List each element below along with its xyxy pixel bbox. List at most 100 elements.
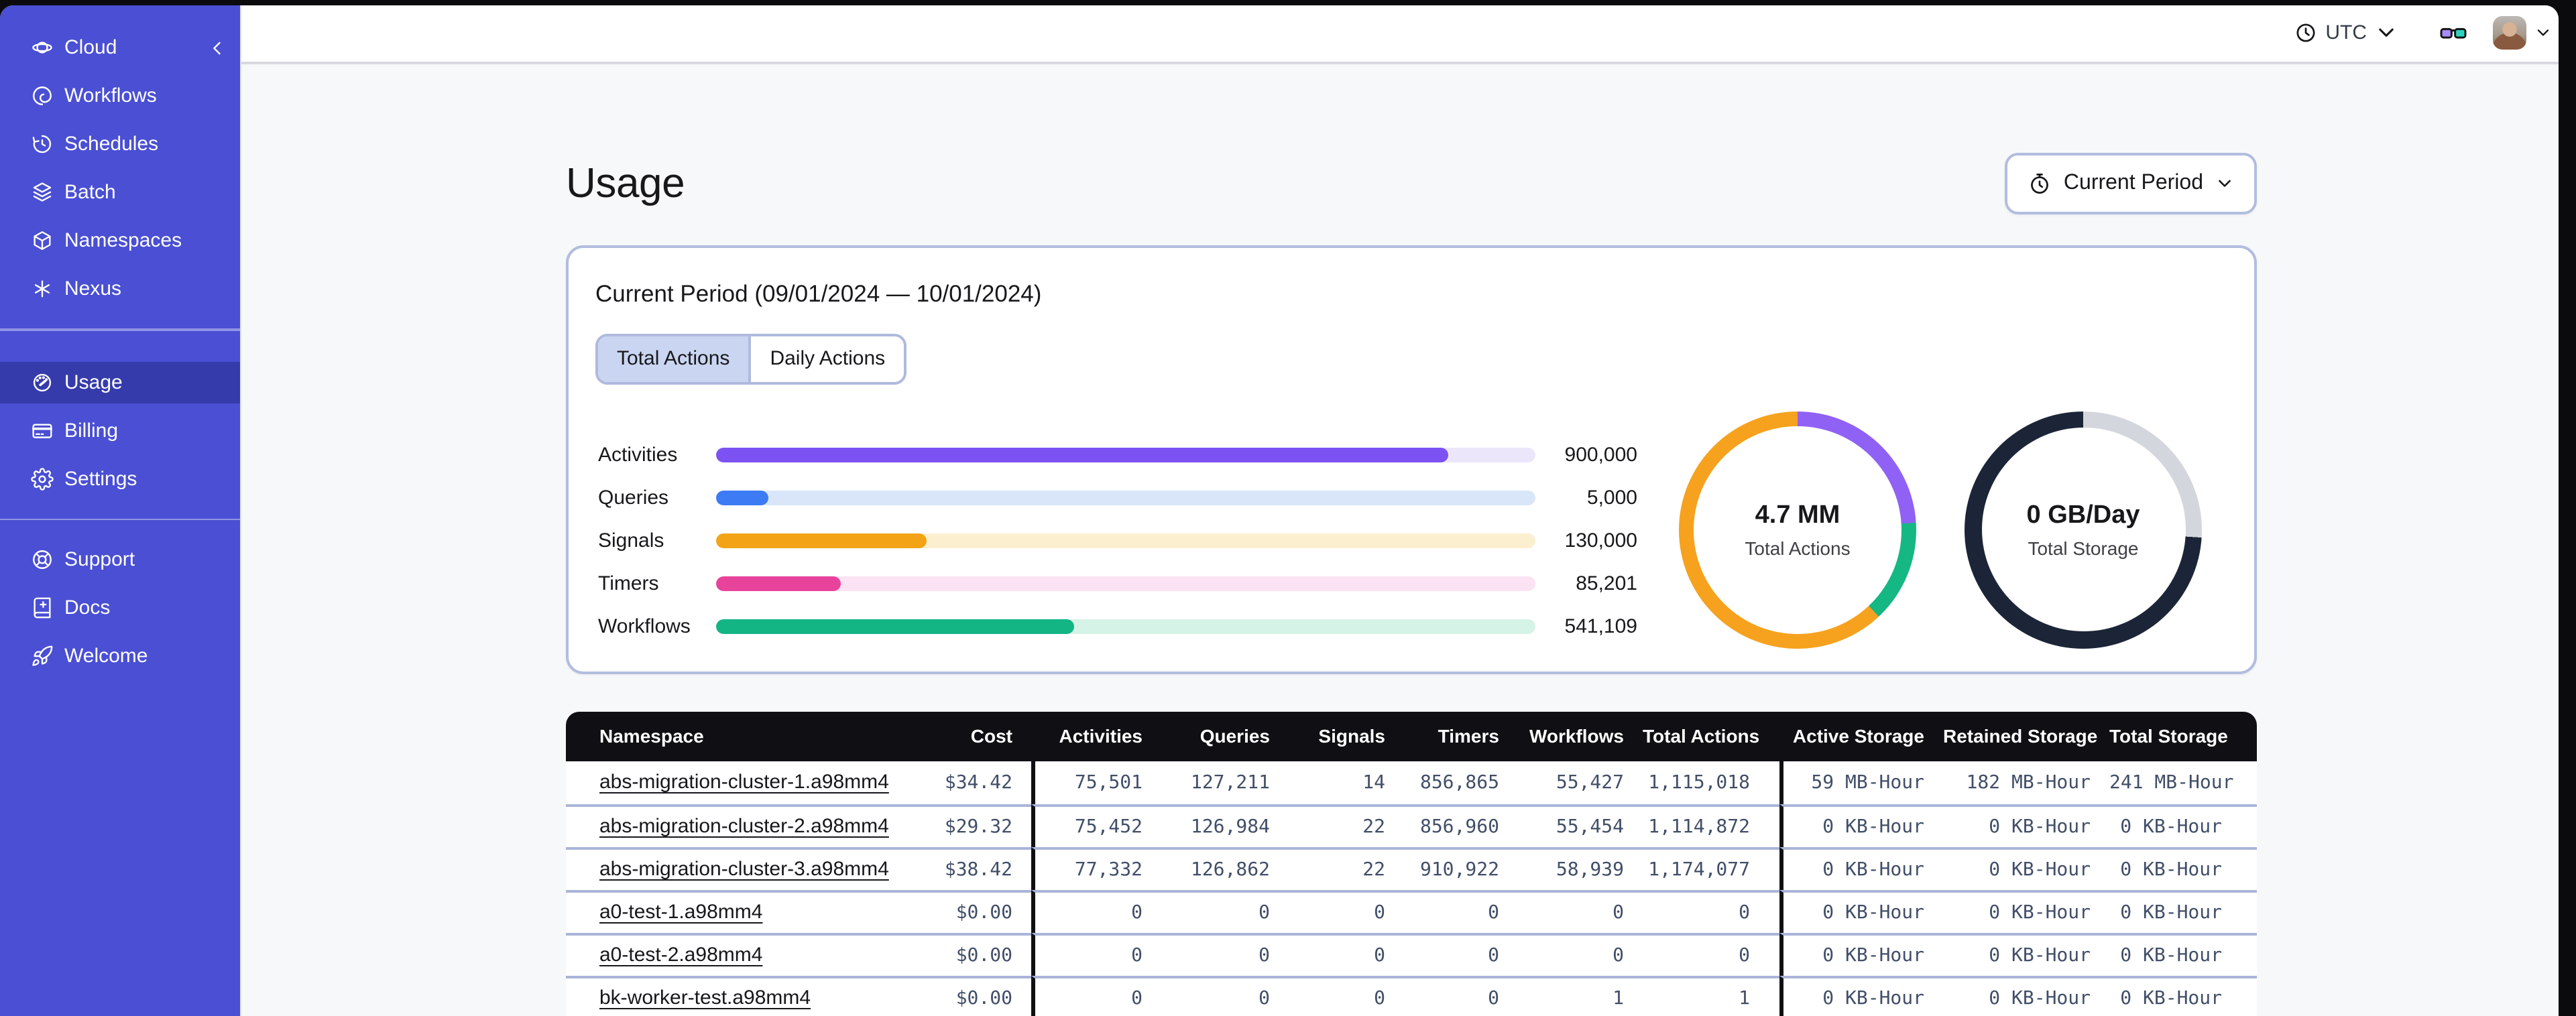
sidebar-item-usage[interactable]: Usage: [0, 361, 240, 403]
cell-ta: 0: [1643, 932, 1779, 975]
bar-label: Queries: [598, 486, 669, 509]
bar-row-activities: Activities 900,000: [598, 443, 2227, 466]
bar-label: Timers: [598, 572, 659, 594]
usage-icon: [31, 371, 54, 393]
bar-value: 130,000: [1564, 529, 1637, 552]
namespace-link[interactable]: abs-migration-cluster-2.a98mm4: [599, 815, 889, 838]
cell-ns: abs-migration-cluster-3.a98mm4: [566, 846, 901, 889]
sidebar-item-label: Namespaces: [64, 229, 182, 252]
cell-as: 0 KB-Hour: [1779, 889, 1943, 932]
top-bar: UTC: [241, 5, 2559, 64]
sidebar-item-nexus[interactable]: Nexus: [0, 268, 240, 310]
namespace-link[interactable]: a0-test-1.a98mm4: [599, 901, 763, 924]
column-header-as: Active Storage: [1779, 711, 1943, 761]
sidebar-item-namespaces[interactable]: Namespaces: [0, 220, 240, 261]
chevron-down-icon: [2534, 25, 2552, 42]
labs-toggle-button[interactable]: [2439, 19, 2467, 48]
workflows-icon: [31, 84, 54, 107]
bar-value: 900,000: [1564, 443, 1637, 466]
cell-act: 0: [1031, 975, 1161, 1016]
table-row: abs-migration-cluster-3.a98mm4 $38.42 77,3…: [566, 846, 2257, 889]
page-title: Usage: [566, 159, 685, 206]
chevron-down-icon: [2375, 22, 2398, 45]
clock-icon: [2294, 22, 2317, 45]
sidebar-item-support[interactable]: Support: [0, 539, 240, 580]
cell-sig: 0: [1289, 889, 1404, 932]
cell-ts: 241 MB-Hour: [2109, 761, 2257, 804]
namespace-link[interactable]: abs-migration-cluster-1.a98mm4: [599, 771, 889, 793]
cell-sig: 0: [1289, 975, 1404, 1016]
sidebar-collapse-icon[interactable]: [208, 38, 227, 57]
sidebar-item-welcome[interactable]: Welcome: [0, 635, 240, 677]
card-title: Current Period (09/01/2024 — 10/01/2024): [595, 279, 1042, 306]
sidebar-item-billing[interactable]: Billing: [0, 409, 240, 451]
current-period-card: Current Period (09/01/2024 — 10/01/2024)…: [566, 245, 2257, 674]
sidebar-divider: [0, 518, 240, 520]
bar-track: [716, 619, 1535, 633]
cell-rs: 0 KB-Hour: [1943, 846, 2109, 889]
table-row: a0-test-2.a98mm4 $0.00 0 0 0 0 0 0 0 KB-Hour 0 KB…: [566, 932, 2257, 975]
cell-wf: 55,427: [1518, 761, 1643, 804]
bar-fill: [716, 447, 1448, 462]
sidebar-item-label: Support: [64, 548, 135, 571]
sidebar-item-label: Workflows: [64, 84, 157, 107]
glasses-icon: [2439, 19, 2467, 48]
namespace-link[interactable]: abs-migration-cluster-3.a98mm4: [599, 858, 889, 881]
table-row: a0-test-1.a98mm4 $0.00 0 0 0 0 0 0 0 KB-Hour 0 KB…: [566, 889, 2257, 932]
column-header-tim: Timers: [1404, 711, 1518, 761]
timezone-selector[interactable]: UTC: [2294, 22, 2398, 45]
cell-rs: 0 KB-Hour: [1943, 932, 2109, 975]
sidebar-item-cloud[interactable]: Cloud: [0, 27, 240, 68]
tab-total-actions[interactable]: Total Actions: [598, 336, 749, 381]
bar-fill: [716, 533, 927, 548]
cell-sig: 22: [1289, 804, 1404, 846]
cloud-icon: [31, 36, 54, 59]
cell-rs: 0 KB-Hour: [1943, 975, 2109, 1016]
user-menu-button[interactable]: [2493, 16, 2552, 50]
column-header-cost: Cost: [901, 711, 1031, 761]
bar-row-timers: Timers 85,201: [598, 572, 2227, 594]
bar-fill: [716, 490, 769, 505]
main-area: UTC Usage Current Peri: [240, 5, 2559, 1016]
sidebar-item-label: Cloud: [64, 36, 117, 59]
cell-act: 0: [1031, 932, 1161, 975]
table-row: abs-migration-cluster-2.a98mm4 $29.32 75,4…: [566, 804, 2257, 846]
sidebar-item-batch[interactable]: Batch: [0, 172, 240, 213]
total-actions-donut: 4.7 MM Total Actions: [1679, 411, 1916, 648]
cell-act: 0: [1031, 889, 1161, 932]
cell-ns: a0-test-2.a98mm4: [566, 932, 901, 975]
total-storage-label: Total Storage: [2028, 537, 2139, 558]
bar-value: 541,109: [1564, 615, 1637, 637]
cell-ts: 0 KB-Hour: [2109, 932, 2257, 975]
table-header-row: Namespace Cost Activities Queries Signals Tim…: [566, 711, 2257, 761]
bar-track: [716, 576, 1535, 590]
bar-row-queries: Queries 5,000: [598, 486, 2227, 509]
cell-ns: bk-worker-test.a98mm4: [566, 975, 901, 1016]
cell-q: 126,862: [1161, 846, 1289, 889]
total-actions-value: 4.7 MM: [1755, 501, 1840, 529]
cell-sig: 0: [1289, 932, 1404, 975]
content-area: Usage Current Period Current Period (09/…: [241, 64, 2559, 1016]
usage-bar-chart: Activities 900,000 Queries 5,000 Signals 130,…: [598, 443, 2227, 637]
sidebar-item-label: Billing: [64, 419, 119, 442]
tab-daily-actions[interactable]: Daily Actions: [748, 336, 904, 381]
cell-rs: 182 MB-Hour: [1943, 761, 2109, 804]
column-header-ns: Namespace: [566, 711, 901, 761]
period-selector-label: Current Period: [2063, 171, 2203, 194]
sidebar-item-settings[interactable]: Settings: [0, 458, 240, 499]
namespace-link[interactable]: a0-test-2.a98mm4: [599, 944, 763, 966]
sidebar-item-workflows[interactable]: Workflows: [0, 75, 240, 117]
cell-tim: 856,960: [1404, 804, 1518, 846]
cell-q: 127,211: [1161, 761, 1289, 804]
sidebar-item-schedules[interactable]: Schedules: [0, 123, 240, 165]
period-selector-button[interactable]: Current Period: [2004, 152, 2257, 214]
page-header: Usage Current Period: [566, 149, 2257, 216]
sidebar-item-docs[interactable]: Docs: [0, 587, 240, 629]
schedules-icon: [31, 133, 54, 155]
cell-sig: 14: [1289, 761, 1404, 804]
namespace-link[interactable]: bk-worker-test.a98mm4: [599, 987, 811, 1009]
bar-value: 85,201: [1576, 572, 1637, 594]
cell-tim: 910,922: [1404, 846, 1518, 889]
cell-ta: 1: [1643, 975, 1779, 1016]
